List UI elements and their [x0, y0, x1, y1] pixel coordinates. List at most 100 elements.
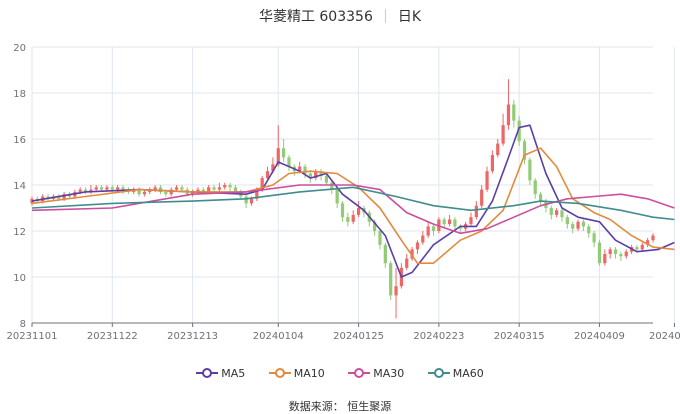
- period-label: 日K: [397, 9, 422, 25]
- candle-body: [212, 187, 216, 190]
- y-tick-label: 10: [13, 273, 26, 284]
- candle-body: [121, 187, 125, 190]
- candle-body: [560, 210, 564, 218]
- candle-body: [651, 235, 655, 241]
- candle-body: [447, 219, 452, 225]
- candle-body: [89, 189, 93, 192]
- ma30-legend-swatch: [348, 368, 371, 378]
- candle-body: [105, 187, 109, 190]
- candle-body: [265, 171, 270, 179]
- candle-body: [62, 194, 66, 199]
- legend-label-ma5: MA5: [221, 366, 246, 380]
- candle-body: [378, 231, 382, 245]
- x-tick-label: 20240429: [649, 331, 680, 342]
- candle-body: [501, 125, 505, 144]
- candle-body: [207, 187, 211, 192]
- candle-body: [233, 187, 238, 192]
- candle-body: [640, 244, 644, 250]
- x-tick-label: 20231122: [87, 331, 138, 342]
- candle-body: [180, 187, 184, 190]
- candle-body: [608, 249, 612, 254]
- candle-body: [174, 187, 179, 190]
- candle-body: [346, 217, 350, 222]
- data-source: 数据来源： 恒生聚源: [288, 400, 392, 413]
- candle-body: [506, 104, 511, 126]
- y-tick-label: 16: [13, 135, 26, 146]
- candle-body: [244, 196, 248, 204]
- candle-body: [78, 189, 82, 192]
- candle-body: [282, 148, 286, 158]
- candle-body: [485, 171, 489, 190]
- candle-body: [57, 196, 61, 199]
- candle-body: [340, 203, 345, 218]
- candle-body: [255, 189, 259, 199]
- legend-item-ma60[interactable]: MA60: [427, 366, 484, 380]
- legend: MA5 MA10 MA30 MA60: [0, 366, 680, 380]
- legend-label-ma30: MA30: [373, 366, 405, 380]
- candle-body: [190, 191, 195, 195]
- ma5-line: [31, 124, 675, 278]
- x-tick-label: 20231101: [7, 331, 58, 342]
- candle-body: [469, 217, 473, 225]
- candle-body: [319, 171, 323, 176]
- candle-body: [415, 242, 420, 250]
- candle-body: [260, 178, 264, 190]
- candle-body: [276, 148, 280, 165]
- candle-body: [271, 164, 275, 172]
- candle-body: [533, 180, 537, 195]
- y-tick-label: 12: [13, 227, 26, 238]
- candle-body: [169, 189, 173, 195]
- candle-body: [303, 166, 307, 174]
- legend-item-ma30[interactable]: MA30: [348, 366, 404, 380]
- candle-body: [356, 208, 361, 215]
- legend-label-ma60: MA60: [452, 366, 484, 380]
- candle-body: [565, 217, 569, 225]
- y-tick-label: 14: [13, 181, 26, 192]
- candle-body: [587, 226, 591, 234]
- x-tick-label: 20240104: [253, 331, 304, 342]
- candle-body: [314, 171, 318, 179]
- chart-title: 华菱精工 603356 日K: [0, 6, 680, 26]
- candle-body: [474, 205, 478, 218]
- candle-body: [490, 155, 495, 172]
- candle-body: [196, 189, 200, 192]
- legend-label-ma10: MA10: [293, 366, 325, 380]
- x-tick-label: 20240409: [574, 331, 625, 342]
- candle-body: [83, 189, 88, 192]
- candle-body: [619, 254, 623, 257]
- candle-body: [30, 198, 34, 204]
- candle-body: [153, 187, 157, 190]
- candle-body: [603, 254, 607, 264]
- legend-item-ma5[interactable]: MA5: [196, 366, 245, 380]
- ma60-legend-swatch: [427, 368, 450, 378]
- candle-body: [249, 198, 254, 204]
- candle-body: [613, 249, 618, 254]
- stock-name-code: 华菱精工 603356: [258, 9, 373, 25]
- candle-body: [308, 173, 312, 179]
- candle-body: [453, 219, 457, 227]
- candle-body: [538, 194, 543, 202]
- candle-body: [571, 224, 575, 229]
- candle-body: [555, 210, 559, 215]
- candle-body: [335, 189, 339, 204]
- candle-body: [330, 182, 334, 190]
- candle-body: [512, 104, 516, 121]
- candle-body: [442, 219, 446, 225]
- legend-item-ma10[interactable]: MA10: [268, 366, 325, 380]
- candle-body: [389, 263, 393, 296]
- ma60-line: [31, 186, 675, 221]
- candle-body: [394, 286, 398, 296]
- candle-body: [405, 258, 409, 268]
- candle-body: [298, 166, 302, 172]
- x-tick-label: 20240223: [413, 331, 464, 342]
- ma5-legend-swatch: [196, 368, 219, 378]
- x-tick-label: 20240125: [333, 331, 384, 342]
- ma10-legend-swatch: [268, 368, 291, 378]
- candle-body: [431, 226, 436, 231]
- y-tick-label: 18: [13, 89, 26, 100]
- candle-body: [458, 226, 462, 229]
- candle-body: [110, 187, 114, 190]
- candle-body: [635, 247, 639, 250]
- candle-body: [496, 143, 500, 156]
- candle-body: [351, 214, 355, 222]
